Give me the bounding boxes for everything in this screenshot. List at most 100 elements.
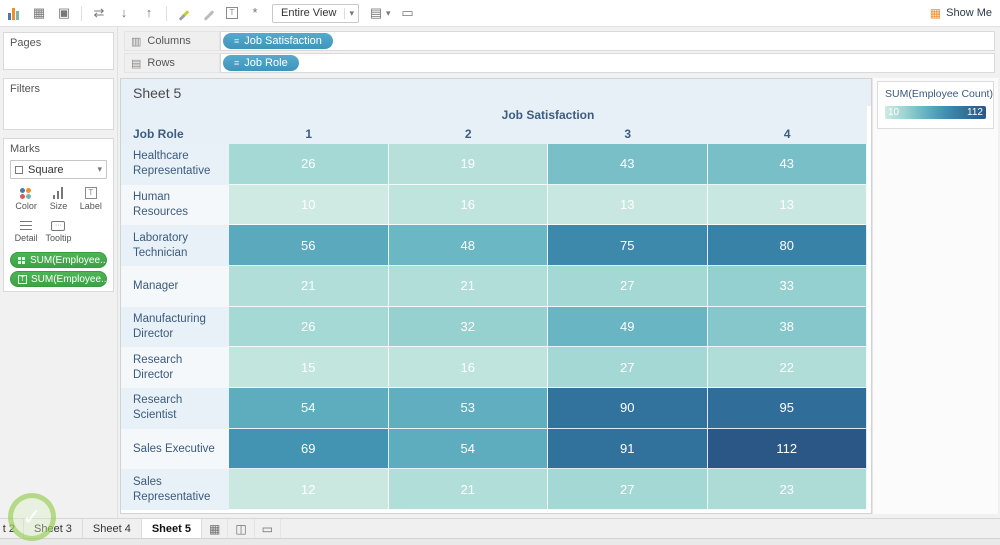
row-field-label[interactable]: Job Role <box>133 127 184 141</box>
row-label[interactable]: Manufacturing Director <box>121 306 229 348</box>
show-me-button[interactable]: ▦ Show Me <box>930 6 992 20</box>
presentation-mode-icon[interactable]: ▭ <box>401 5 414 20</box>
row-label[interactable]: Research Director <box>121 347 229 388</box>
rows-pill-job-role[interactable]: ≡ Job Role <box>223 55 299 71</box>
heatmap-cell[interactable]: 80 <box>707 225 867 266</box>
color-button[interactable]: Color <box>10 186 42 211</box>
column-field-label[interactable]: Job Satisfaction <box>501 108 595 122</box>
size-button[interactable]: Size <box>42 186 74 211</box>
heatmap-cell[interactable]: 54 <box>388 428 548 470</box>
row-label[interactable]: Laboratory Technician <box>121 225 229 266</box>
right-pane: SUM(Employee Count) 10 112 <box>872 78 998 514</box>
columns-shelf-row: ▥ Columns ≡ Job Satisfaction <box>124 31 995 51</box>
columns-shelf-label: ▥ Columns <box>124 31 220 51</box>
heatmap-cell[interactable]: 38 <box>707 306 867 348</box>
heatmap-cell[interactable]: 16 <box>388 347 548 388</box>
heatmap-cell[interactable]: 95 <box>707 388 867 429</box>
color-pill[interactable]: SUM(Employee.. <box>10 252 107 268</box>
heatmap-cell[interactable]: 15 <box>229 347 389 388</box>
tooltip-icon: ··· <box>51 218 66 231</box>
column-header-4[interactable]: 4 <box>783 127 791 141</box>
columns-pill-job-satisfaction[interactable]: ≡ Job Satisfaction <box>223 33 333 49</box>
heatmap-cell[interactable]: 13 <box>707 184 867 226</box>
swap-rows-columns-icon[interactable]: ⇄ <box>93 5 105 20</box>
tab-sheet-4[interactable]: Sheet 4 <box>82 519 142 538</box>
sort-descending-icon[interactable]: ↑ <box>145 5 153 20</box>
heatmap-cell[interactable]: 69 <box>229 428 389 470</box>
pill-grip-icon: ≡ <box>234 36 240 46</box>
heatmap-cell[interactable]: 26 <box>229 144 389 185</box>
heatmap-cell[interactable]: 22 <box>707 347 867 388</box>
pages-shelf[interactable]: Pages <box>3 32 114 70</box>
color-legend: SUM(Employee Count) 10 112 <box>877 81 994 129</box>
heatmap-cell[interactable]: 13 <box>548 184 708 226</box>
data-source-icon[interactable] <box>8 7 22 20</box>
heatmap-cell[interactable]: 91 <box>548 428 708 470</box>
heatmap-cell[interactable]: 54 <box>229 388 389 429</box>
new-dashboard-tab-icon[interactable]: ◫ <box>228 519 255 538</box>
new-story-tab-icon[interactable]: ▭ <box>255 519 282 538</box>
column-header-3[interactable]: 3 <box>624 127 632 141</box>
row-label[interactable]: Healthcare Representative <box>121 144 229 185</box>
highlight-icon[interactable] <box>176 5 192 21</box>
tab-sheet-2[interactable]: t 2 <box>0 519 24 538</box>
row-label[interactable]: Research Scientist <box>121 388 229 429</box>
heatmap-cell[interactable]: 27 <box>548 266 708 307</box>
legend-gradient[interactable]: 10 112 <box>885 106 986 119</box>
show-me-icon: ▦ <box>929 6 942 20</box>
heatmap-cell[interactable]: 90 <box>548 388 708 429</box>
tab-sheet-3[interactable]: Sheet 3 <box>24 519 83 538</box>
new-worksheet-icon[interactable]: ▦ <box>32 5 46 20</box>
row-label[interactable]: Human Resources <box>121 184 229 226</box>
heatmap-cell[interactable]: 21 <box>388 469 548 510</box>
center-column: ▥ Columns ≡ Job Satisfaction ▤ Rows <box>118 27 1000 518</box>
tooltip-button[interactable]: ··· Tooltip <box>42 218 74 243</box>
heatmap-cell[interactable]: 32 <box>388 306 548 348</box>
heatmap-cell[interactable]: 21 <box>388 266 548 307</box>
rows-shelf[interactable]: ≡ Job Role <box>220 53 995 73</box>
heatmap-cell[interactable]: 10 <box>229 184 389 226</box>
heatmap-cell[interactable]: 33 <box>707 266 867 307</box>
heatmap-cell[interactable]: 21 <box>229 266 389 307</box>
heatmap-cell[interactable]: 43 <box>548 144 708 185</box>
row-label[interactable]: Manager <box>121 266 229 307</box>
heatmap-cell[interactable]: 75 <box>548 225 708 266</box>
sort-ascending-icon[interactable]: ↓ <box>120 5 128 20</box>
format-icon[interactable]: * <box>252 5 258 20</box>
row-label[interactable]: Sales Representative <box>121 469 229 510</box>
heatmap-cell[interactable]: 27 <box>548 469 708 510</box>
detail-button[interactable]: Detail <box>10 218 42 243</box>
new-worksheet-tab-icon[interactable]: ▦ <box>202 519 229 538</box>
heatmap-cell[interactable]: 43 <box>707 144 867 185</box>
columns-shelf[interactable]: ≡ Job Satisfaction <box>220 31 995 51</box>
heatmap-cell[interactable]: 19 <box>388 144 548 185</box>
heatmap-cell[interactable]: 48 <box>388 225 548 266</box>
show-mark-labels-icon[interactable]: T <box>226 7 238 19</box>
label-button[interactable]: T Label <box>79 187 102 211</box>
view-mode-dropdown[interactable]: Entire View ▾ <box>272 3 359 23</box>
column-header-2[interactable]: 2 <box>464 127 472 141</box>
label-pill[interactable]: T SUM(Employee.. <box>10 271 107 287</box>
heatmap-cell[interactable]: 112 <box>707 428 867 470</box>
heatmap-cell[interactable]: 12 <box>229 469 389 510</box>
column-header-1[interactable]: 1 <box>305 127 313 141</box>
heatmap-cell[interactable]: 49 <box>548 306 708 348</box>
filters-shelf[interactable]: Filters <box>3 78 114 130</box>
heatmap-cell[interactable]: 56 <box>229 225 389 266</box>
heatmap-cell[interactable]: 27 <box>548 347 708 388</box>
mark-type-dropdown[interactable]: Square ▾ <box>10 160 107 179</box>
heatmap-cell[interactable]: 16 <box>388 184 548 226</box>
heatmap-cell[interactable]: 26 <box>229 306 389 348</box>
show-me-chart-dropdown[interactable]: ▤ ▾ <box>368 5 391 21</box>
columns-icon: ▥ <box>131 35 142 48</box>
heatmap-cell[interactable]: 53 <box>388 388 548 429</box>
sheet-title[interactable]: Sheet 5 <box>121 79 871 106</box>
main-area: Pages Filters Marks Square ▾ Color <box>0 27 1000 518</box>
clear-sheet-icon[interactable]: ▣ <box>57 5 71 20</box>
annotate-icon[interactable] <box>201 5 217 21</box>
row-label[interactable]: Sales Executive <box>121 428 229 470</box>
tab-sheet-5[interactable]: Sheet 5 <box>141 519 202 538</box>
heatmap-cell[interactable]: 23 <box>707 469 867 510</box>
